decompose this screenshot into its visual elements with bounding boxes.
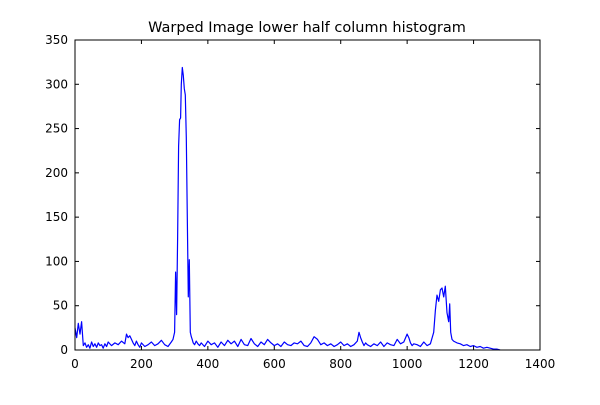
y-tick-label: 300 [45,77,68,91]
x-tick-label: 1400 [525,357,556,371]
chart-title: Warped Image lower half column histogram [148,20,466,36]
y-tick-label: 50 [53,299,68,313]
x-tick-label: 400 [196,357,219,371]
x-tick-label: 600 [263,357,286,371]
y-tick-label: 350 [45,33,68,47]
axis-ticks: 0 200 400 600 800 1000 1200 1400 0 50 100 150 200 250… [45,33,555,371]
y-tick-label: 150 [45,210,68,224]
x-tick-label: 800 [329,357,352,371]
y-tick-label: 250 [45,122,68,136]
x-tick-label: 0 [71,357,79,371]
x-tick-label: 1000 [392,357,423,371]
plot-area [74,66,501,351]
axes-frame [74,39,541,351]
y-tick-label: 100 [45,254,68,268]
x-tick-label: 1200 [458,357,489,371]
series-line-0 [74,66,501,351]
y-tick-label: 200 [45,166,68,180]
y-tick-label: 0 [60,343,68,357]
x-tick-label: 200 [130,357,153,371]
